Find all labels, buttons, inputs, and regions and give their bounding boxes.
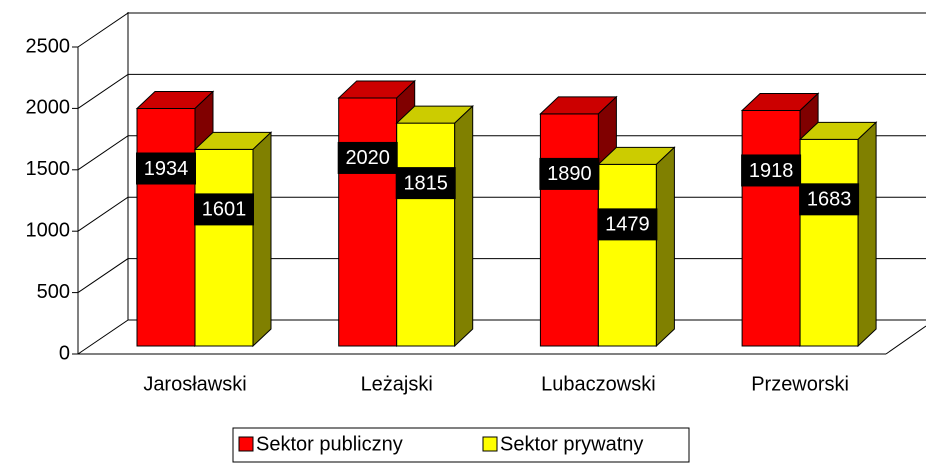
value-label-box (539, 157, 600, 190)
value-label: 1815 (403, 172, 448, 194)
value-label-box (597, 208, 658, 241)
grid-line (77, 196, 129, 232)
bar-front (194, 148, 254, 347)
bar-front (338, 97, 398, 347)
value-label: 1479 (605, 214, 650, 236)
grid-line (77, 135, 129, 171)
plot-frame (77, 12, 926, 355)
y-tick-label: 1500 (26, 158, 71, 180)
x-tick-label: Lubaczowski (541, 373, 656, 395)
bar-front (799, 138, 859, 347)
bar-front (741, 109, 801, 347)
y-tick-label: 1000 (26, 219, 71, 241)
legend-box (232, 427, 690, 463)
value-label-box (799, 183, 860, 216)
value-label-box (741, 154, 802, 187)
y-tick-label: 2500 (26, 35, 71, 57)
value-label-box (337, 141, 398, 174)
legend-swatch (482, 436, 498, 452)
grid-line (77, 319, 129, 355)
legend-swatch (238, 436, 254, 452)
x-tick-label: Jarosławski (143, 373, 246, 395)
value-label-box (395, 167, 456, 200)
grid-line (77, 12, 129, 48)
y-tick-label: 500 (37, 281, 70, 303)
bar-side (857, 121, 877, 348)
value-label-box (136, 152, 196, 185)
bar-side (252, 131, 272, 348)
value-label: 1890 (547, 163, 592, 185)
legend-label: Sektor publiczny (256, 433, 403, 455)
bar-side (655, 146, 675, 348)
x-tick-label: Leżajski (361, 373, 433, 395)
bar-front (597, 163, 657, 347)
grid-line (77, 258, 129, 294)
legend-label: Sektor prywatny (500, 433, 643, 455)
value-label-box (194, 193, 254, 226)
value-label: 1683 (807, 189, 852, 211)
value-label: 1918 (749, 160, 794, 182)
grid-line (77, 73, 129, 109)
bar-front (396, 122, 456, 347)
y-tick-label: 2000 (26, 97, 71, 119)
floor-side (885, 325, 926, 355)
y-tick-label: 0 (59, 342, 70, 364)
bar-side (454, 104, 474, 348)
x-tick-label: Przeworski (751, 373, 849, 395)
bar-front (136, 108, 196, 347)
value-label: 1601 (202, 199, 247, 221)
bar-front (539, 113, 599, 347)
value-label: 2020 (345, 147, 390, 169)
value-label: 1934 (144, 158, 189, 180)
